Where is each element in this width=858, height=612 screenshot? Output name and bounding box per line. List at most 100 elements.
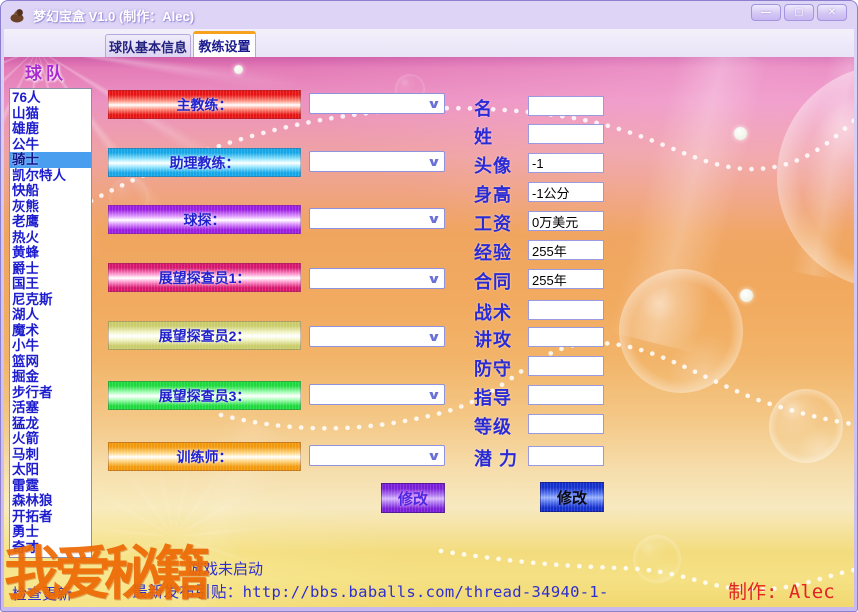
attr-input-4[interactable] [528, 182, 604, 202]
coach-bar-label: 训练师： [176, 448, 233, 465]
attr-input-8[interactable] [528, 300, 604, 320]
team-list[interactable]: 76人 山猫 雄鹿 公牛 骑士 凯尔特人 快船 灰熊 老鹰 热火 黄蜂 爵士 国王 尼克斯 湖人 魔术 小牛 篮网… [9, 88, 92, 558]
team-item[interactable]: 森林狼 [12, 493, 53, 508]
team-item[interactable]: 湖人 [12, 307, 39, 322]
chevron-down-icon: ∨ [426, 96, 442, 111]
coach-bar-2: 助理教练： [108, 148, 301, 177]
team-item[interactable]: 黄蜂 [12, 245, 39, 260]
team-item[interactable]: 开拓者 [12, 508, 53, 524]
attr-input-10[interactable] [528, 356, 604, 376]
tab-coach-settings[interactable]: 教练设置 [193, 31, 256, 57]
app-icon [10, 8, 24, 22]
status-game-state: 游戏未启动 [188, 561, 264, 578]
team-item[interactable]: 爵士 [12, 260, 39, 276]
sparkle-dot [740, 289, 753, 302]
attr-label-7: 合同 [474, 272, 512, 292]
coach-bar-label: 展望探查员2： [158, 327, 251, 344]
team-item[interactable]: 步行者 [12, 384, 53, 400]
modify-coaches-button[interactable]: 修改 [381, 483, 445, 513]
team-item[interactable]: 猛龙 [12, 415, 39, 431]
coach-bar-label: 展望探查员1： [158, 269, 251, 286]
bubble [769, 389, 843, 463]
team-item[interactable]: 雷霆 [12, 477, 39, 493]
team-item[interactable]: 公牛 [12, 136, 39, 152]
attr-input-13[interactable] [528, 446, 604, 466]
coach-dropdown-4[interactable]: ∨ [309, 268, 445, 289]
attr-input-5[interactable] [528, 211, 604, 231]
status-thread-link[interactable]: 最新发布引贴：http://bbs.baballs.com/thread-349… [132, 583, 609, 601]
team-item[interactable]: 小牛 [12, 338, 39, 353]
coach-dropdown-2[interactable]: ∨ [309, 151, 445, 172]
attr-input-6[interactable] [528, 240, 604, 260]
close-icon: ✕ [827, 7, 837, 18]
credit-label: 制作: Alec [728, 581, 835, 603]
team-item[interactable]: 尼克斯 [12, 291, 53, 307]
tabbar: 球队基本信息 教练设置 [4, 29, 854, 57]
coach-dropdown-5[interactable]: ∨ [309, 326, 445, 347]
team-item[interactable]: 马刺 [12, 446, 39, 462]
chevron-down-icon: ∨ [426, 387, 442, 402]
modify-attributes-button[interactable]: 修改 [540, 482, 604, 512]
attr-label-9: 讲攻 [474, 330, 512, 350]
attr-label-10: 防守 [474, 359, 512, 379]
attr-label-8: 战术 [474, 303, 512, 323]
sidebar-title: 球队 [25, 64, 67, 83]
close-button[interactable]: ✕ [817, 4, 847, 21]
team-item[interactable]: 山猫 [12, 105, 39, 121]
attr-input-7[interactable] [528, 269, 604, 289]
team-item[interactable]: 雄鹿 [12, 121, 39, 136]
maximize-button[interactable]: ▢ [784, 4, 814, 21]
attr-input-9[interactable] [528, 327, 604, 347]
coach-bar-6: 展望探查员3： [108, 381, 301, 410]
attr-input-1[interactable] [528, 96, 604, 116]
attr-input-2[interactable] [528, 124, 604, 144]
coach-dropdown-3[interactable]: ∨ [309, 208, 445, 229]
minimize-icon: — [761, 7, 771, 18]
maximize-icon: ▢ [794, 7, 804, 18]
attr-input-3[interactable] [528, 153, 604, 173]
coach-bar-label: 展望探查员3： [158, 387, 251, 404]
team-item[interactable]: 国王 [12, 276, 39, 291]
chevron-down-icon: ∨ [426, 154, 442, 169]
team-item[interactable]: 掘金 [12, 369, 39, 384]
tab-team-basic-info[interactable]: 球队基本信息 [105, 34, 191, 57]
team-item[interactable]: 凯尔特人 [12, 167, 66, 183]
team-item[interactable]: 老鹰 [12, 214, 39, 229]
attr-label-1: 名 [474, 99, 493, 119]
content-panel: 球队 76人 山猫 雄鹿 公牛 骑士 凯尔特人 快船 灰熊 老鹰 热火 黄蜂 爵士 国王 尼克斯 湖人 魔术小… [4, 57, 854, 607]
team-item[interactable]: 骑士 [10, 152, 91, 168]
bubble [633, 535, 681, 583]
chevron-down-icon: ∨ [426, 329, 442, 344]
team-item[interactable]: 篮网 [12, 353, 39, 369]
team-item[interactable]: 魔术 [12, 322, 39, 338]
coach-bar-5: 展望探查员2： [108, 321, 301, 350]
coach-dropdown-6[interactable]: ∨ [309, 384, 445, 405]
chevron-down-icon: ∨ [426, 448, 442, 463]
coach-bar-label: 球探： [183, 211, 226, 228]
sparkle-dot [234, 65, 243, 74]
team-item[interactable]: 勇士 [12, 524, 39, 539]
team-item[interactable]: 76人 [12, 90, 41, 105]
team-item[interactable]: 热火 [12, 229, 39, 245]
titlebar: 梦幻宝盒 V1.0 (制作：Alec) — ▢ ✕ [1, 1, 857, 29]
team-item[interactable]: 活塞 [12, 400, 39, 415]
team-item[interactable]: 火箭 [12, 431, 39, 446]
team-item[interactable]: 太阳 [12, 462, 39, 477]
coach-dropdown-1[interactable]: ∨ [309, 93, 445, 114]
dotted-arcs [88, 105, 854, 592]
attr-input-12[interactable] [528, 414, 604, 434]
attr-input-11[interactable] [528, 385, 604, 405]
coach-bar-label: 主教练： [176, 96, 233, 113]
attr-label-6: 经验 [474, 243, 512, 263]
team-item[interactable]: 快船 [12, 183, 39, 198]
minimize-button[interactable]: — [751, 4, 781, 21]
coach-bar-1: 主教练： [108, 90, 301, 119]
coach-bar-4: 展望探查员1： [108, 263, 301, 292]
attr-label-13: 潜 力 [474, 449, 519, 469]
check-update-link[interactable]: 检查更新 [12, 586, 73, 603]
team-item[interactable]: 灰熊 [12, 198, 39, 214]
team-item[interactable]: 奇才 [12, 539, 39, 555]
coach-dropdown-7[interactable]: ∨ [309, 445, 445, 466]
chevron-down-icon: ∨ [426, 211, 442, 226]
